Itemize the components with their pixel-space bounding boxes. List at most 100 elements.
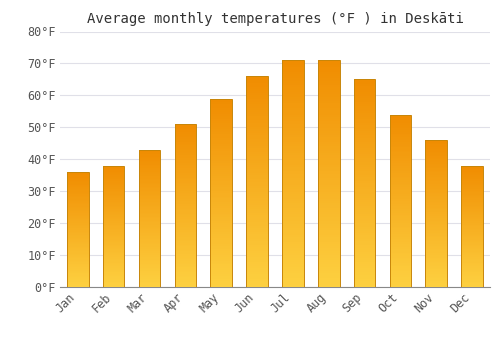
Bar [67, 274, 88, 275]
Bar [139, 218, 160, 220]
Bar [174, 142, 196, 144]
Bar [318, 174, 340, 176]
Bar [103, 282, 124, 284]
Bar [210, 102, 232, 104]
Bar [354, 115, 376, 117]
Bar [139, 191, 160, 192]
Bar [462, 226, 483, 228]
Bar [174, 163, 196, 165]
Bar [462, 235, 483, 236]
Bar [318, 260, 340, 262]
Bar [246, 270, 268, 272]
Bar [103, 259, 124, 260]
Bar [282, 178, 304, 180]
Bar [103, 169, 124, 170]
Bar [390, 168, 411, 170]
Bar [426, 240, 447, 241]
Bar [318, 285, 340, 287]
Bar [67, 254, 88, 255]
Bar [174, 176, 196, 178]
Bar [318, 85, 340, 88]
Bar [462, 222, 483, 223]
Bar [210, 193, 232, 195]
Bar [318, 126, 340, 128]
Bar [462, 260, 483, 261]
Bar [318, 60, 340, 63]
Bar [139, 233, 160, 235]
Bar [390, 130, 411, 132]
Bar [210, 281, 232, 283]
Bar [103, 233, 124, 235]
Bar [462, 189, 483, 190]
Bar [139, 264, 160, 265]
Bar [210, 119, 232, 121]
Bar [462, 245, 483, 246]
Bar [210, 157, 232, 159]
Bar [139, 203, 160, 205]
Bar [246, 154, 268, 156]
Bar [139, 169, 160, 170]
Bar [282, 110, 304, 112]
Bar [282, 273, 304, 276]
Bar [139, 192, 160, 194]
Bar [103, 219, 124, 220]
Bar [174, 246, 196, 248]
Bar [103, 173, 124, 174]
Bar [174, 251, 196, 253]
Bar [282, 167, 304, 169]
Bar [354, 158, 376, 160]
Bar [246, 281, 268, 283]
Bar [282, 108, 304, 110]
Bar [103, 260, 124, 261]
Bar [354, 135, 376, 138]
Bar [390, 252, 411, 254]
Bar [103, 266, 124, 268]
Bar [354, 92, 376, 94]
Bar [210, 144, 232, 146]
Bar [103, 256, 124, 257]
Bar [426, 195, 447, 196]
Bar [426, 212, 447, 214]
Bar [139, 272, 160, 273]
Bar [103, 269, 124, 270]
Bar [174, 245, 196, 246]
Bar [390, 222, 411, 223]
Bar [426, 208, 447, 209]
Bar [103, 193, 124, 194]
Bar [282, 215, 304, 217]
Bar [210, 197, 232, 198]
Bar [67, 188, 88, 189]
Bar [210, 125, 232, 127]
Bar [246, 161, 268, 163]
Bar [354, 210, 376, 212]
Bar [210, 114, 232, 116]
Bar [426, 174, 447, 175]
Bar [354, 100, 376, 102]
Bar [462, 277, 483, 279]
Bar [210, 208, 232, 210]
Bar [318, 90, 340, 92]
Bar [426, 159, 447, 161]
Bar [174, 275, 196, 277]
Bar [103, 196, 124, 197]
Bar [246, 114, 268, 116]
Bar [103, 253, 124, 254]
Bar [390, 135, 411, 137]
Bar [390, 127, 411, 128]
Bar [210, 219, 232, 221]
Bar [318, 69, 340, 72]
Bar [103, 242, 124, 243]
Bar [174, 158, 196, 160]
Bar [210, 195, 232, 197]
Bar [318, 108, 340, 110]
Bar [354, 121, 376, 123]
Bar [67, 265, 88, 266]
Bar [210, 133, 232, 134]
Bar [174, 167, 196, 168]
Bar [390, 284, 411, 285]
Bar [318, 131, 340, 133]
Bar [318, 210, 340, 212]
Bar [174, 253, 196, 254]
Bar [210, 121, 232, 123]
Bar [103, 180, 124, 181]
